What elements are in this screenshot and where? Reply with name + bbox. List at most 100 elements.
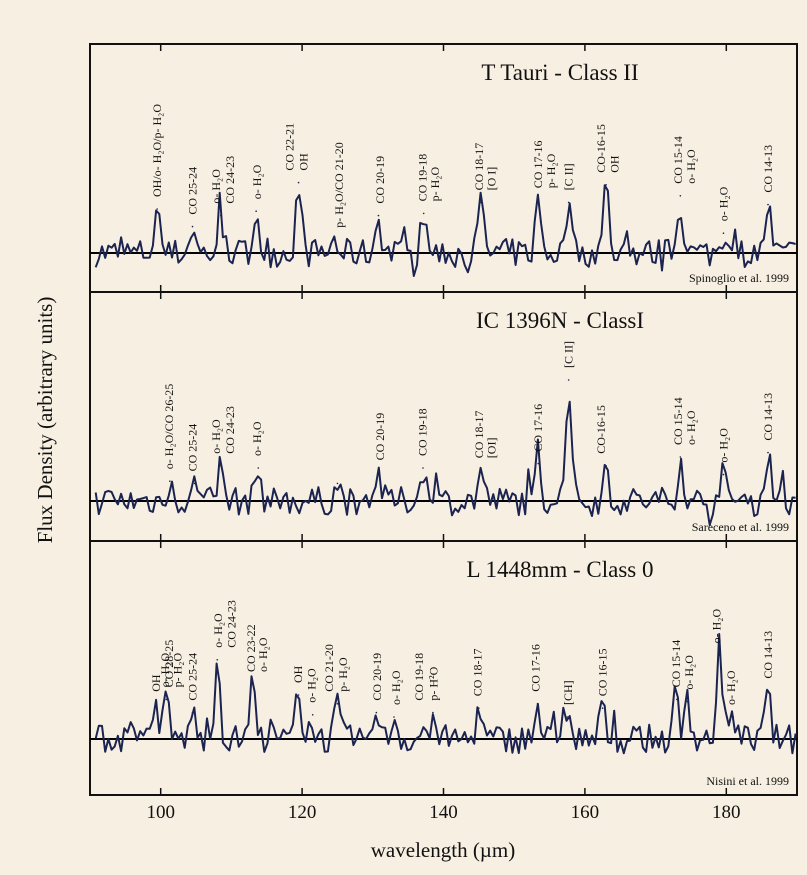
peak-point (567, 201, 570, 204)
line-annotation: CO 24-23 (224, 600, 238, 648)
peak-point (605, 465, 607, 467)
peak-point (165, 698, 168, 701)
line-annotation: o- H₂O (717, 186, 731, 221)
peak-point (566, 716, 569, 718)
line-annotation: OH (297, 153, 311, 171)
line-annotation: CO 17-16 (528, 644, 542, 692)
peak-point (333, 239, 335, 241)
peak-point (219, 214, 222, 217)
line-annotation: CO 25-24 (186, 653, 200, 701)
line-annotation: p- H₂O/CO 21-20 (332, 142, 346, 228)
panel-title: IC 1396N - ClassI (476, 308, 644, 333)
peak-point (191, 225, 194, 228)
peak-point (375, 711, 378, 714)
line-annotation: [O I] (485, 167, 499, 191)
line-annotation: CO-16-15 (594, 124, 608, 173)
line-annotation: CO 22-21 (282, 123, 296, 171)
line-annotation: CO 16-15 (596, 649, 610, 697)
peak-point (537, 199, 540, 201)
peak-point (422, 212, 425, 215)
line-annotation: OH (291, 665, 305, 683)
peak-point (297, 181, 300, 184)
line-annotation: o- H₂O (158, 653, 172, 688)
line-annotation: CO 18-17 (470, 649, 484, 697)
peak-point (297, 694, 300, 696)
line-annotation: CO 21-20 (322, 644, 336, 692)
line-annotation: p- H₂O (544, 153, 558, 188)
spectrum-line (94, 633, 797, 755)
peak-point (336, 703, 339, 705)
peak-point (722, 232, 725, 234)
spectrum-line (94, 184, 796, 277)
peak-point (679, 195, 682, 197)
line-annotation: o- H₂O (389, 670, 403, 705)
panel-title: L 1448mm - Class 0 (467, 557, 654, 582)
spectrum-panel-1: OH/o- H₂O/p- H₂O CO 25-24 o- H₂O CO 24-23 o-… (89, 43, 798, 293)
peak-point (169, 480, 171, 483)
line-annotation: o- H₂O (209, 419, 223, 454)
line-annotation: CO 17-16 (531, 404, 545, 452)
line-annotation: CO 19-18 (412, 653, 426, 701)
line-annotation: OH (149, 674, 163, 692)
peak-point (478, 707, 480, 709)
line-annotation: o- H₂O (684, 410, 698, 445)
line-annotation: o- H₂O (684, 149, 698, 184)
line-annotation: CO 15-14 (669, 640, 683, 688)
line-annotation: [CH] (561, 680, 575, 705)
line-annotation: [C II] (562, 341, 576, 368)
spectrum-line (94, 400, 796, 526)
peak-point (336, 482, 339, 485)
line-annotation: CO 25-24 (186, 424, 200, 472)
peak-point (480, 201, 482, 204)
panel-credit: Spinoglio et al. 1999 (689, 271, 789, 285)
panel-credit: Nisini et al. 1999 (706, 774, 789, 788)
x-tick-label: 100 (146, 802, 175, 823)
peak-point (216, 659, 219, 661)
peak-point (193, 482, 196, 485)
line-annotation: o- H₂O (682, 655, 696, 690)
x-axis-label: wavelength (µm) (371, 838, 515, 862)
line-annotation: CO 14-13 (761, 393, 775, 441)
peak-point (686, 700, 689, 703)
line-annotation: CO 18-17 (472, 411, 486, 459)
peak-point (251, 683, 254, 685)
peak-point (480, 469, 482, 472)
line-annotation: CO 15-14 (671, 136, 685, 184)
peak-point (154, 703, 157, 705)
peak-point (393, 716, 395, 718)
peak-point (537, 462, 540, 465)
peak-point (567, 379, 570, 381)
line-annotation: o- H₂O (304, 668, 318, 703)
line-annotation: [C II] (562, 163, 576, 190)
peak-point (767, 451, 769, 454)
peak-point (605, 184, 607, 186)
x-tick-label: 140 (429, 802, 458, 823)
peak-point (255, 210, 257, 212)
x-tick-label: 120 (288, 802, 317, 823)
line-annotation: CO 28-25 (162, 640, 176, 688)
peak-point (679, 456, 682, 458)
line-annotation: o- H₂O (256, 637, 270, 672)
line-annotation: CO 20-19 (373, 156, 387, 204)
peak-point (156, 208, 158, 210)
peak-point (219, 465, 222, 467)
x-tick-label: 180 (712, 802, 741, 823)
peak-point (432, 711, 434, 714)
line-annotation: OH/o- H₂O/p- H₂O (150, 104, 164, 197)
spectrum-panel-2: o- H₂O/CO 26-25 CO 25-24 o- H₂O CO 24-23 o- … (89, 291, 798, 542)
line-annotation: o- H₂O (211, 613, 225, 648)
peak-point (722, 473, 725, 476)
peak-point (767, 203, 769, 206)
peak-point (767, 689, 769, 692)
line-annotation: p- H₂O (336, 657, 350, 692)
line-annotation: [OI] (485, 438, 499, 459)
line-annotation: p- H₂O (171, 653, 185, 688)
line-annotation: o- H₂O (209, 169, 223, 204)
line-annotation: CO 20-19 (370, 653, 384, 701)
line-annotation: CO 23-22 (244, 624, 258, 672)
line-annotation: p- H²O (427, 666, 441, 700)
line-annotation: CO 20-19 (373, 413, 387, 461)
